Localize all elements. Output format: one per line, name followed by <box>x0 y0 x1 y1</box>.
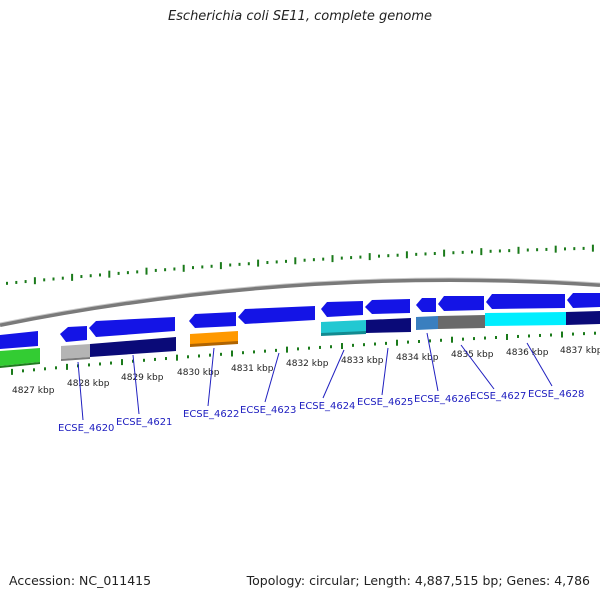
cog-block <box>438 315 485 329</box>
accession-text: Accession: NC_011415 <box>9 573 152 588</box>
leader-line <box>207 347 215 407</box>
cds-arrow <box>567 293 600 308</box>
kbp-label: 4829 kbp <box>121 373 164 383</box>
gene-label-ECSE_4621[interactable]: ECSE_4621 <box>116 417 172 428</box>
gene-label-ECSE_4622[interactable]: ECSE_4622 <box>183 409 239 420</box>
gene-label-ECSE_4625[interactable]: ECSE_4625 <box>357 397 413 408</box>
cog-color-track <box>0 311 600 368</box>
gene-label-leaders <box>77 332 553 421</box>
outer-tick-row <box>6 244 594 285</box>
leader-line <box>132 354 140 415</box>
gene-label-ECSE_4627[interactable]: ECSE_4627 <box>470 391 526 402</box>
cog-block <box>566 311 600 325</box>
cog-block <box>0 362 40 368</box>
cog-block <box>0 348 40 366</box>
cds-arrow <box>416 298 436 312</box>
gene-label-ECSE_4626[interactable]: ECSE_4626 <box>414 394 470 405</box>
cds-arrow <box>321 301 363 317</box>
kbp-label: 4828 kbp <box>67 379 110 389</box>
genome-summary-text: Topology: circular; Length: 4,887,515 bp… <box>246 573 590 588</box>
cds-arrow <box>0 331 38 349</box>
leader-line <box>264 352 280 403</box>
kbp-label: 4837 kbp <box>560 346 600 356</box>
cog-block <box>485 312 566 326</box>
cds-arrow <box>486 294 565 309</box>
cds-arrow <box>60 326 87 342</box>
leader-line <box>381 347 389 396</box>
cog-block <box>321 331 366 336</box>
kbp-label: 4836 kbp <box>506 348 549 358</box>
gene-label-ECSE_4624[interactable]: ECSE_4624 <box>299 401 355 412</box>
gene-label-ECSE_4628[interactable]: ECSE_4628 <box>528 389 584 400</box>
cog-block <box>61 344 90 359</box>
kbp-label: 4834 kbp <box>396 353 439 363</box>
leader-line <box>426 332 439 392</box>
kbp-label: 4835 kbp <box>451 350 494 360</box>
kbp-label: 4832 kbp <box>286 359 329 369</box>
cds-arrow <box>189 312 236 328</box>
gene-labels: ECSE_4620 ECSE_4621 ECSE_4622 ECSE_4623 … <box>58 389 584 434</box>
kbp-label: 4827 kbp <box>12 386 55 396</box>
cds-arrow <box>238 306 315 324</box>
kbp-label: 4833 kbp <box>341 356 384 366</box>
cog-block <box>416 316 438 330</box>
kbp-label: 4831 kbp <box>231 364 274 374</box>
kbp-label: 4830 kbp <box>177 368 220 378</box>
leader-line <box>460 344 495 390</box>
cog-block <box>366 318 411 333</box>
genome-backbone <box>0 278 600 327</box>
leader-line <box>322 349 345 399</box>
leader-line <box>77 361 84 421</box>
kbp-scale-labels: 4827 kbp 4828 kbp 4829 kbp 4830 kbp 4831… <box>12 346 600 396</box>
cds-arrow <box>438 296 484 311</box>
genome-title: Escherichia coli SE11, complete genome <box>167 9 433 24</box>
cog-block <box>321 320 366 335</box>
gene-label-ECSE_4623[interactable]: ECSE_4623 <box>240 405 296 416</box>
cds-arrow <box>365 299 410 314</box>
leader-line <box>526 342 553 387</box>
cds-arrow <box>89 317 175 337</box>
cog-block <box>61 357 90 361</box>
cog-block <box>190 341 238 347</box>
forward-cds-track <box>0 293 600 349</box>
scale-tick-row <box>11 331 596 375</box>
gene-label-ECSE_4620[interactable]: ECSE_4620 <box>58 423 114 434</box>
genome-backbone-highlight <box>0 277 600 324</box>
cog-block <box>90 337 176 357</box>
